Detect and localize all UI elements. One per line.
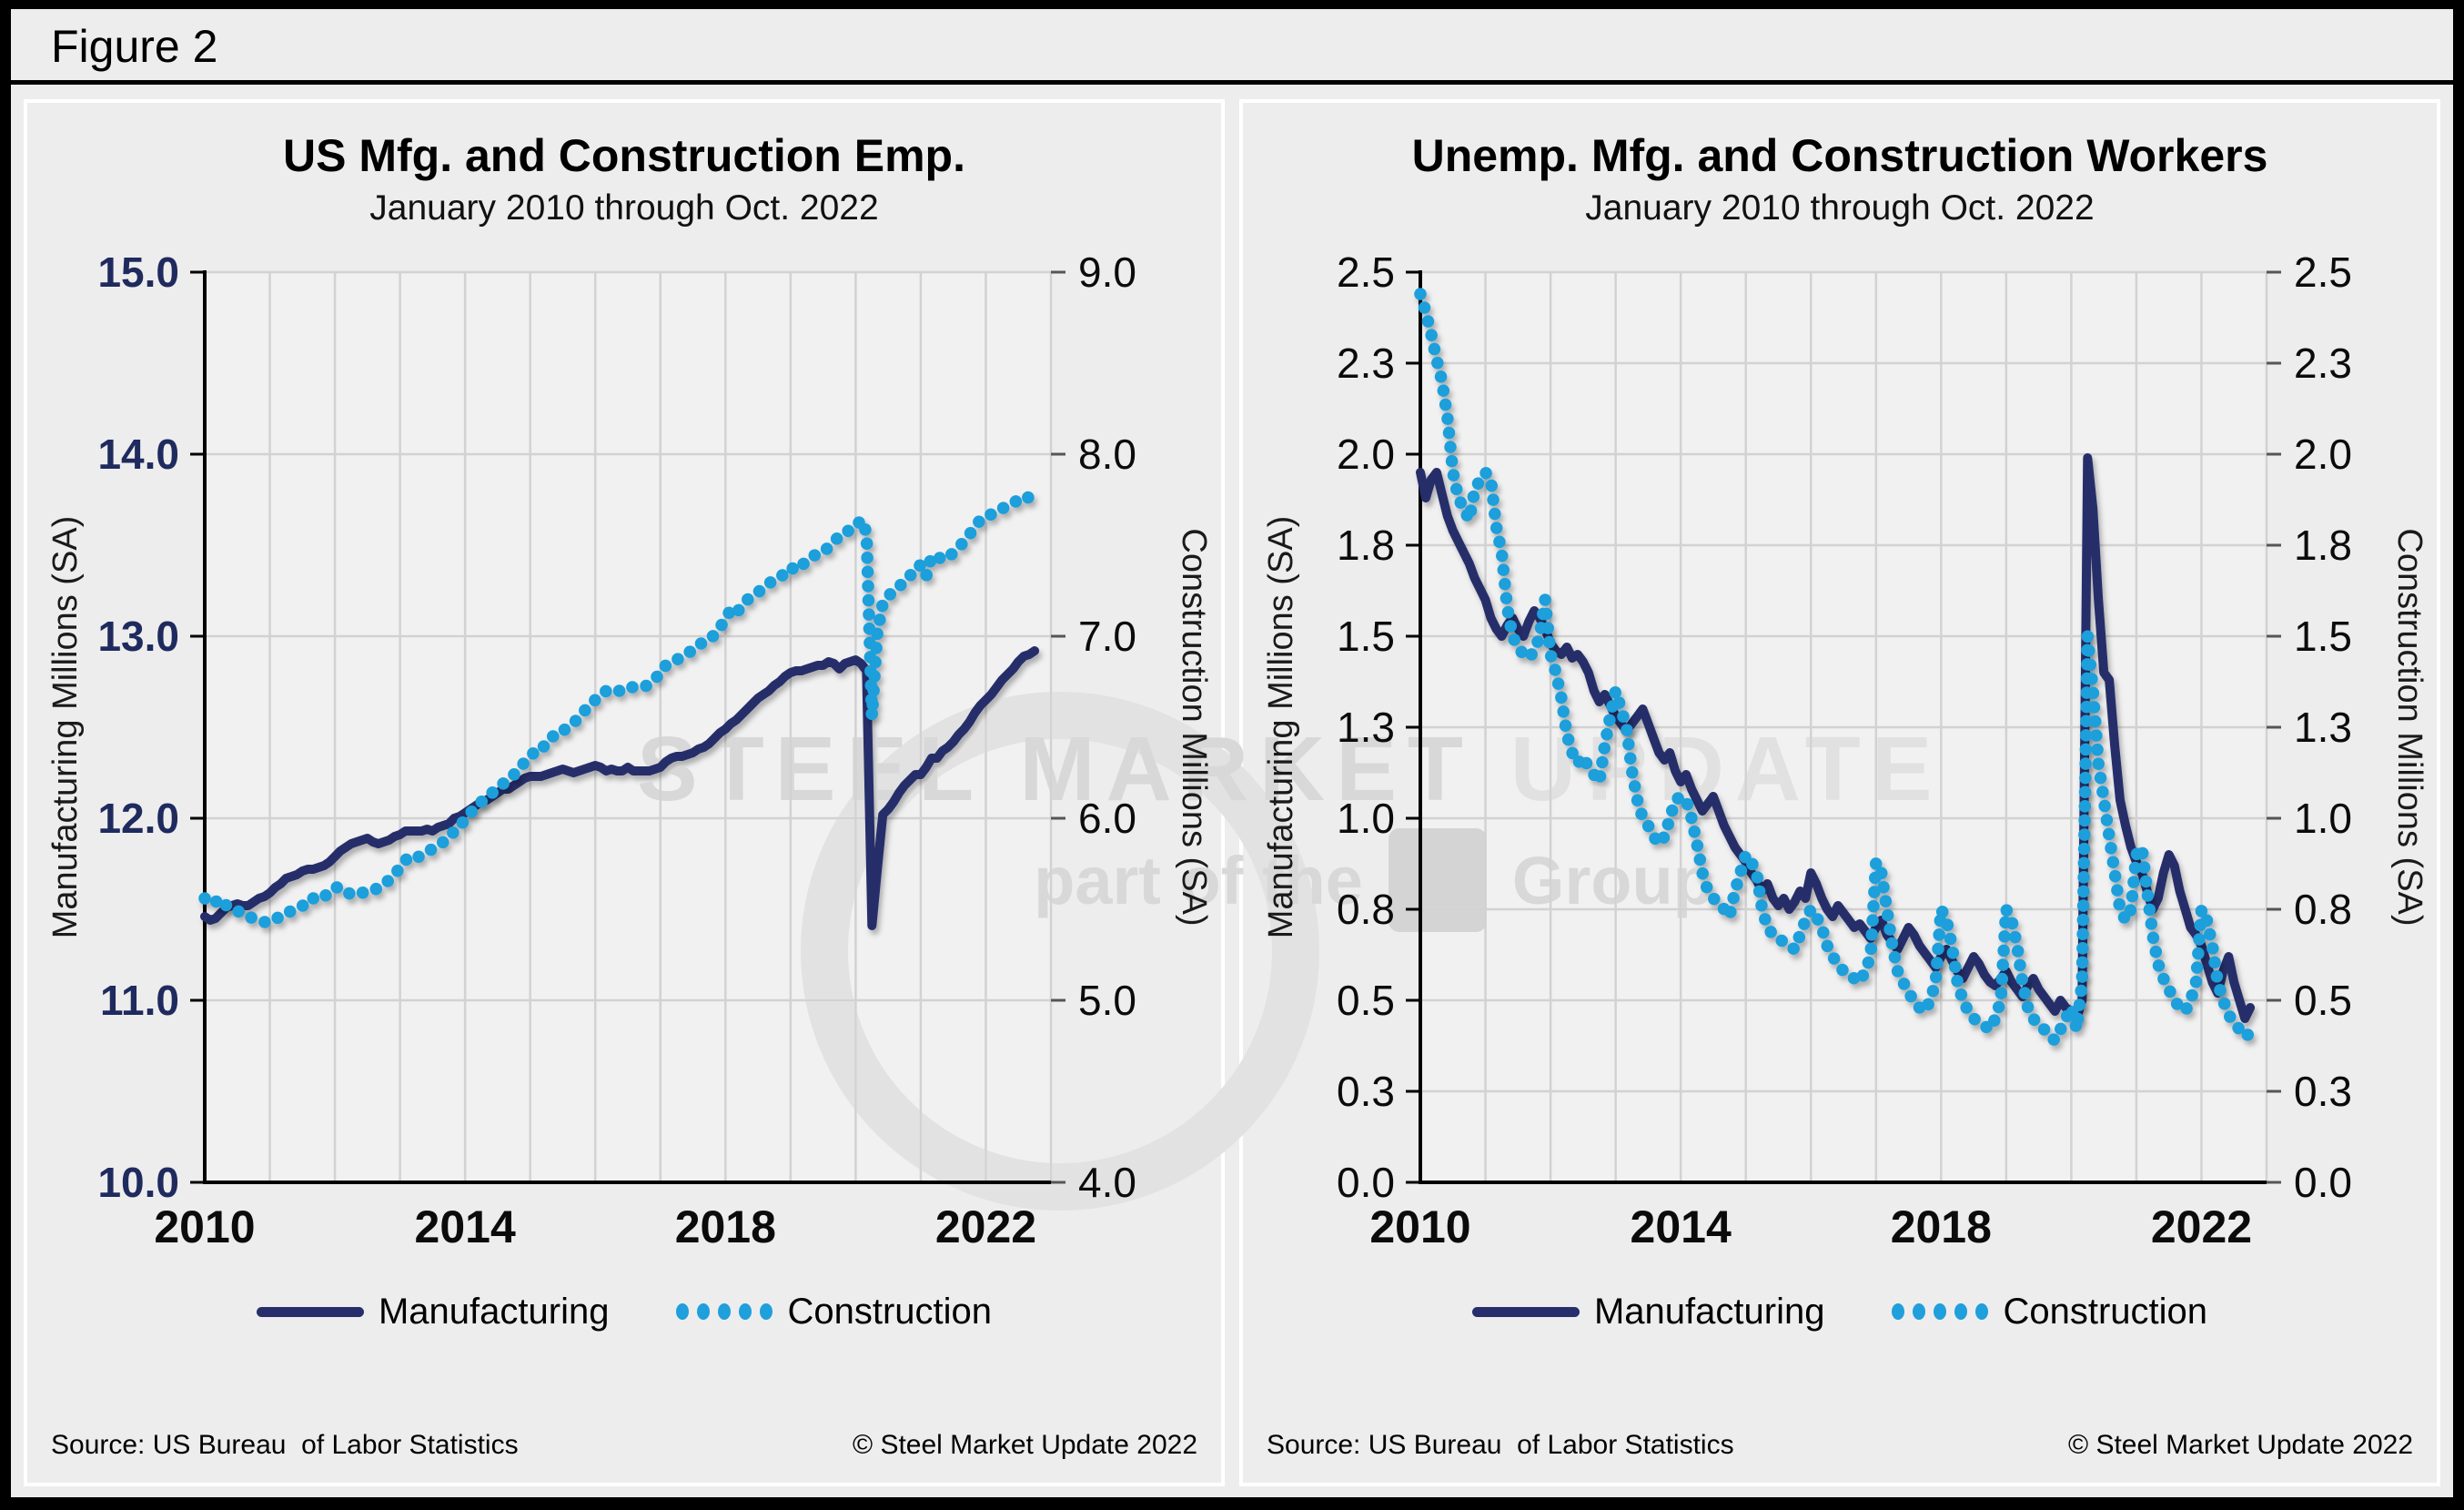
svg-text:2010: 2010 bbox=[154, 1201, 255, 1252]
copyright-text: © Steel Market Update 2022 bbox=[2068, 1430, 2413, 1460]
svg-text:7.0: 7.0 bbox=[1078, 613, 1136, 660]
svg-text:2.3: 2.3 bbox=[2294, 339, 2352, 387]
svg-text:1.0: 1.0 bbox=[2294, 795, 2352, 842]
chart-title: Unemp. Mfg. and Construction Workers bbox=[1411, 130, 2268, 181]
source-text: Source: US Bureau of Labor Statistics bbox=[1267, 1430, 1734, 1460]
figure-inner: Figure 2 US Mfg. and Construction Emp. J… bbox=[11, 9, 2453, 1497]
svg-text:2.0: 2.0 bbox=[2294, 431, 2352, 478]
employment-legend: Manufacturing Construction bbox=[27, 1292, 1221, 1333]
svg-text:14.0: 14.0 bbox=[97, 431, 179, 478]
employment-chart: 15.0 14.0 13.0 12.0 11.0 10.0 9.0 8.0 7.0 6.0 5.0 4… bbox=[46, 248, 1213, 1252]
manufacturing-line-swatch bbox=[256, 1306, 364, 1317]
svg-text:2.5: 2.5 bbox=[2294, 248, 2352, 296]
construction-dots-swatch bbox=[676, 1303, 773, 1320]
manufacturing-line-swatch bbox=[1471, 1306, 1580, 1317]
unemployment-chart: 2.5 2.3 2.0 1.8 1.5 1.3 1.0 0.8 0.5 0.3 0.0 2.5 2.3 2… bbox=[1262, 248, 2429, 1252]
svg-text:Construction Millions (SA): Construction Millions (SA) bbox=[2390, 528, 2429, 926]
svg-text:2014: 2014 bbox=[1631, 1201, 1732, 1252]
unemployment-titleblock: Unemp. Mfg. and Construction Workers Jan… bbox=[1243, 130, 2437, 228]
svg-text:Construction Millions (SA): Construction Millions (SA) bbox=[1175, 528, 1213, 926]
svg-text:0.3: 0.3 bbox=[1337, 1068, 1395, 1115]
employment-source-row: Source: US Bureau of Labor Statistics © … bbox=[27, 1430, 1221, 1483]
svg-text:1.3: 1.3 bbox=[2294, 704, 2352, 751]
svg-text:12.0: 12.0 bbox=[97, 795, 179, 842]
legend-label-construction: Construction bbox=[2003, 1291, 2208, 1332]
svg-text:2.3: 2.3 bbox=[1337, 339, 1395, 387]
svg-text:0.0: 0.0 bbox=[1337, 1159, 1395, 1206]
unemployment-legend: Manufacturing Construction bbox=[1243, 1292, 2437, 1333]
figure-label: Figure 2 bbox=[51, 21, 218, 72]
svg-text:8.0: 8.0 bbox=[1078, 431, 1136, 478]
legend-label-manufacturing: Manufacturing bbox=[1593, 1291, 1825, 1332]
unemployment-source-row: Source: US Bureau of Labor Statistics © … bbox=[1243, 1430, 2437, 1483]
charts-row: US Mfg. and Construction Emp. January 20… bbox=[11, 85, 2453, 1497]
svg-text:2022: 2022 bbox=[2151, 1201, 2252, 1252]
svg-text:10.0: 10.0 bbox=[97, 1159, 179, 1206]
svg-text:1.8: 1.8 bbox=[1337, 522, 1395, 569]
svg-text:2018: 2018 bbox=[1891, 1201, 1992, 1252]
svg-text:0.8: 0.8 bbox=[1337, 886, 1395, 933]
legend-label-manufacturing: Manufacturing bbox=[378, 1291, 610, 1332]
header-rule bbox=[11, 80, 2453, 85]
svg-text:11.0: 11.0 bbox=[100, 977, 179, 1024]
employment-panel: US Mfg. and Construction Emp. January 20… bbox=[24, 99, 1225, 1486]
svg-text:1.5: 1.5 bbox=[1337, 613, 1395, 660]
svg-text:1.5: 1.5 bbox=[2294, 613, 2352, 660]
svg-text:2.5: 2.5 bbox=[1337, 248, 1395, 296]
svg-text:Manufacturing Millions (SA): Manufacturing Millions (SA) bbox=[46, 515, 85, 938]
svg-text:Manufacturing Millions (SA): Manufacturing Millions (SA) bbox=[1262, 515, 1300, 938]
employment-titleblock: US Mfg. and Construction Emp. January 20… bbox=[27, 130, 1221, 228]
svg-text:2022: 2022 bbox=[935, 1201, 1036, 1252]
svg-text:9.0: 9.0 bbox=[1078, 248, 1136, 296]
svg-text:13.0: 13.0 bbox=[97, 613, 179, 660]
svg-text:0.5: 0.5 bbox=[2294, 977, 2352, 1024]
chart-subtitle: January 2010 through Oct. 2022 bbox=[369, 187, 879, 228]
chart-title: US Mfg. and Construction Emp. bbox=[283, 130, 965, 181]
svg-text:15.0: 15.0 bbox=[97, 248, 179, 296]
source-text: Source: US Bureau of Labor Statistics bbox=[51, 1430, 519, 1460]
svg-text:0.5: 0.5 bbox=[1337, 977, 1395, 1024]
svg-text:1.0: 1.0 bbox=[1337, 795, 1395, 842]
unemployment-panel: Unemp. Mfg. and Construction Workers Jan… bbox=[1239, 99, 2440, 1486]
svg-text:2018: 2018 bbox=[675, 1201, 776, 1252]
svg-text:4.0: 4.0 bbox=[1078, 1159, 1136, 1206]
svg-text:2014: 2014 bbox=[415, 1201, 516, 1252]
chart-subtitle: January 2010 through Oct. 2022 bbox=[1585, 187, 2095, 228]
svg-text:2010: 2010 bbox=[1369, 1201, 1470, 1252]
svg-text:0.8: 0.8 bbox=[2294, 886, 2352, 933]
svg-text:6.0: 6.0 bbox=[1078, 795, 1136, 842]
svg-text:1.8: 1.8 bbox=[2294, 522, 2352, 569]
svg-text:2.0: 2.0 bbox=[1337, 431, 1395, 478]
legend-label-construction: Construction bbox=[787, 1291, 993, 1332]
construction-dots-swatch bbox=[1892, 1303, 1989, 1320]
svg-text:1.3: 1.3 bbox=[1337, 704, 1395, 751]
svg-text:0.0: 0.0 bbox=[2294, 1159, 2352, 1206]
svg-text:0.3: 0.3 bbox=[2294, 1068, 2352, 1115]
copyright-text: © Steel Market Update 2022 bbox=[853, 1430, 1197, 1460]
svg-text:5.0: 5.0 bbox=[1078, 977, 1136, 1024]
